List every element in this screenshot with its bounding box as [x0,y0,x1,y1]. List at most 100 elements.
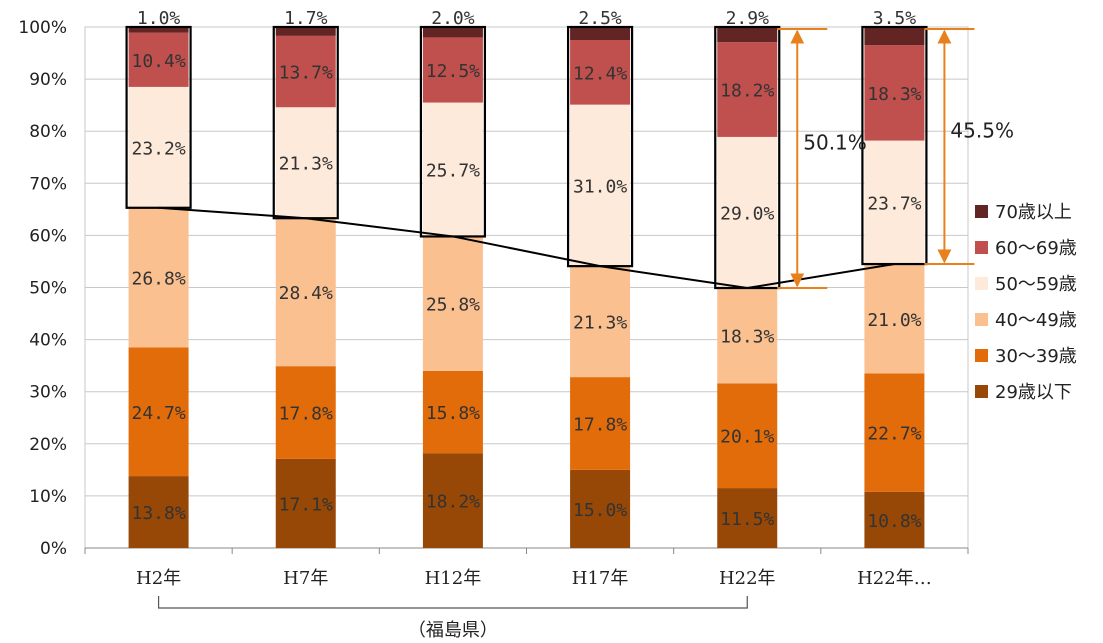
annotations: 50.1% 45.5% [777,28,1014,290]
legend-label: 29歳以下 [995,382,1072,403]
legend-swatch [975,241,988,254]
bar-segment [422,370,483,454]
legend: 70歳以上 60～69歳 50～59歳 40～49歳 30～39歳 29歳以下 [975,202,1077,403]
data-label: 29.0% [720,203,774,224]
data-label: 18.3% [720,327,774,348]
data-label: 17.1% [279,494,333,515]
y-tick-label: 40% [29,331,67,351]
data-label: 1.7% [284,8,328,29]
bar-segment [864,491,925,548]
bar-segment [275,107,336,219]
bar-segment [275,35,336,108]
data-label: 21.3% [279,154,333,175]
bar-segment [570,104,631,267]
bar-segment [864,373,925,492]
y-tick-label: 20% [29,435,67,455]
bar-segment [422,102,483,237]
bar-segment [275,458,336,548]
annotation-label: 50.1% [803,131,867,155]
x-tick-label: H22年 [719,568,776,589]
data-label: 12.4% [573,63,627,84]
bar-segment [128,347,189,477]
x-tick-label: H7年 [283,568,328,589]
bar-segment [570,377,631,470]
trend-line [158,206,895,290]
data-label: 13.8% [131,503,185,524]
data-label: 31.0% [573,176,627,197]
bar-segment [422,236,483,371]
data-label: 2.0% [431,8,475,29]
bar-segment [422,27,483,38]
legend-label: 60～69歳 [995,238,1077,259]
data-label: 10.4% [131,51,185,72]
y-tick-label: 80% [29,122,67,142]
trend-line-layer [158,206,895,290]
bar-segment [717,383,778,489]
legend-swatch [975,349,988,362]
bars [125,25,928,548]
legend-label: 70歳以上 [995,202,1072,223]
data-label: 3.5% [873,8,917,29]
data-labels: 13.8% 24.7% 26.8% 23.2% 10.4% 1.0% 17.1% 17.8% 2… [131,8,921,532]
grid [84,26,969,549]
legend-label: 50～59歳 [995,274,1077,295]
axes: 0% 10% 20% 30% 40% 50% 60% 70% 80% 90% 100% H2年 H7年 H… [18,18,969,589]
group-bracket: （福島県） [157,596,748,641]
y-tick-label: 70% [29,174,67,194]
annotation-label: 45.5% [950,119,1014,143]
legend-label: 40～49歳 [995,310,1077,331]
data-label: 17.8% [279,404,333,425]
legend-swatch [975,277,988,290]
data-label: 13.7% [279,63,333,84]
data-label: 24.7% [131,403,185,424]
bar-segment [570,469,631,548]
legend-swatch [975,313,988,326]
y-tick-label: 60% [29,226,67,246]
bar-segment [864,45,925,141]
data-label: 15.8% [426,403,480,424]
bar-segment [717,288,778,384]
bar-segment [717,27,778,43]
data-label: 18.2% [720,81,774,102]
x-tick-label: H22年… [857,568,932,589]
data-label: 12.5% [426,61,480,82]
data-label: 25.8% [426,295,480,316]
bar-segment [128,32,189,87]
data-label: 10.8% [867,511,921,532]
bar-segment [128,476,189,548]
data-label: 20.1% [720,427,774,448]
data-label: 2.5% [578,8,622,29]
x-tick-label: H2年 [136,568,181,589]
bar-segment [570,266,631,378]
legend-swatch [975,205,988,218]
y-tick-label: 0% [40,539,67,559]
data-label: 15.0% [573,500,627,521]
bar-segment [570,40,631,105]
bar-segment [275,218,336,367]
y-tick-label: 30% [29,383,67,403]
y-tick-label: 100% [18,18,67,38]
bar-segment [128,207,189,348]
bar-segment [864,27,925,46]
data-label: 1.0% [137,8,181,29]
bar-segment [275,27,336,36]
y-tick-label: 90% [29,70,67,90]
bar-segment [570,27,631,41]
y-tick-label: 50% [29,279,67,299]
data-label: 18.2% [426,492,480,513]
bar-segment [275,366,336,459]
bar-segment [717,42,778,137]
data-label: 25.7% [426,160,480,181]
group-label: （福島県） [408,620,498,641]
data-label: 22.7% [867,424,921,445]
group-bracket-line [157,596,748,609]
data-label: 18.3% [867,84,921,105]
x-tick-label: H12年 [425,568,482,589]
bar-segment [864,140,925,265]
data-label: 17.8% [573,414,627,435]
bar-segment [717,488,778,548]
data-label: 11.5% [720,509,774,530]
bar-segment [128,27,189,33]
data-label: 23.2% [131,138,185,159]
